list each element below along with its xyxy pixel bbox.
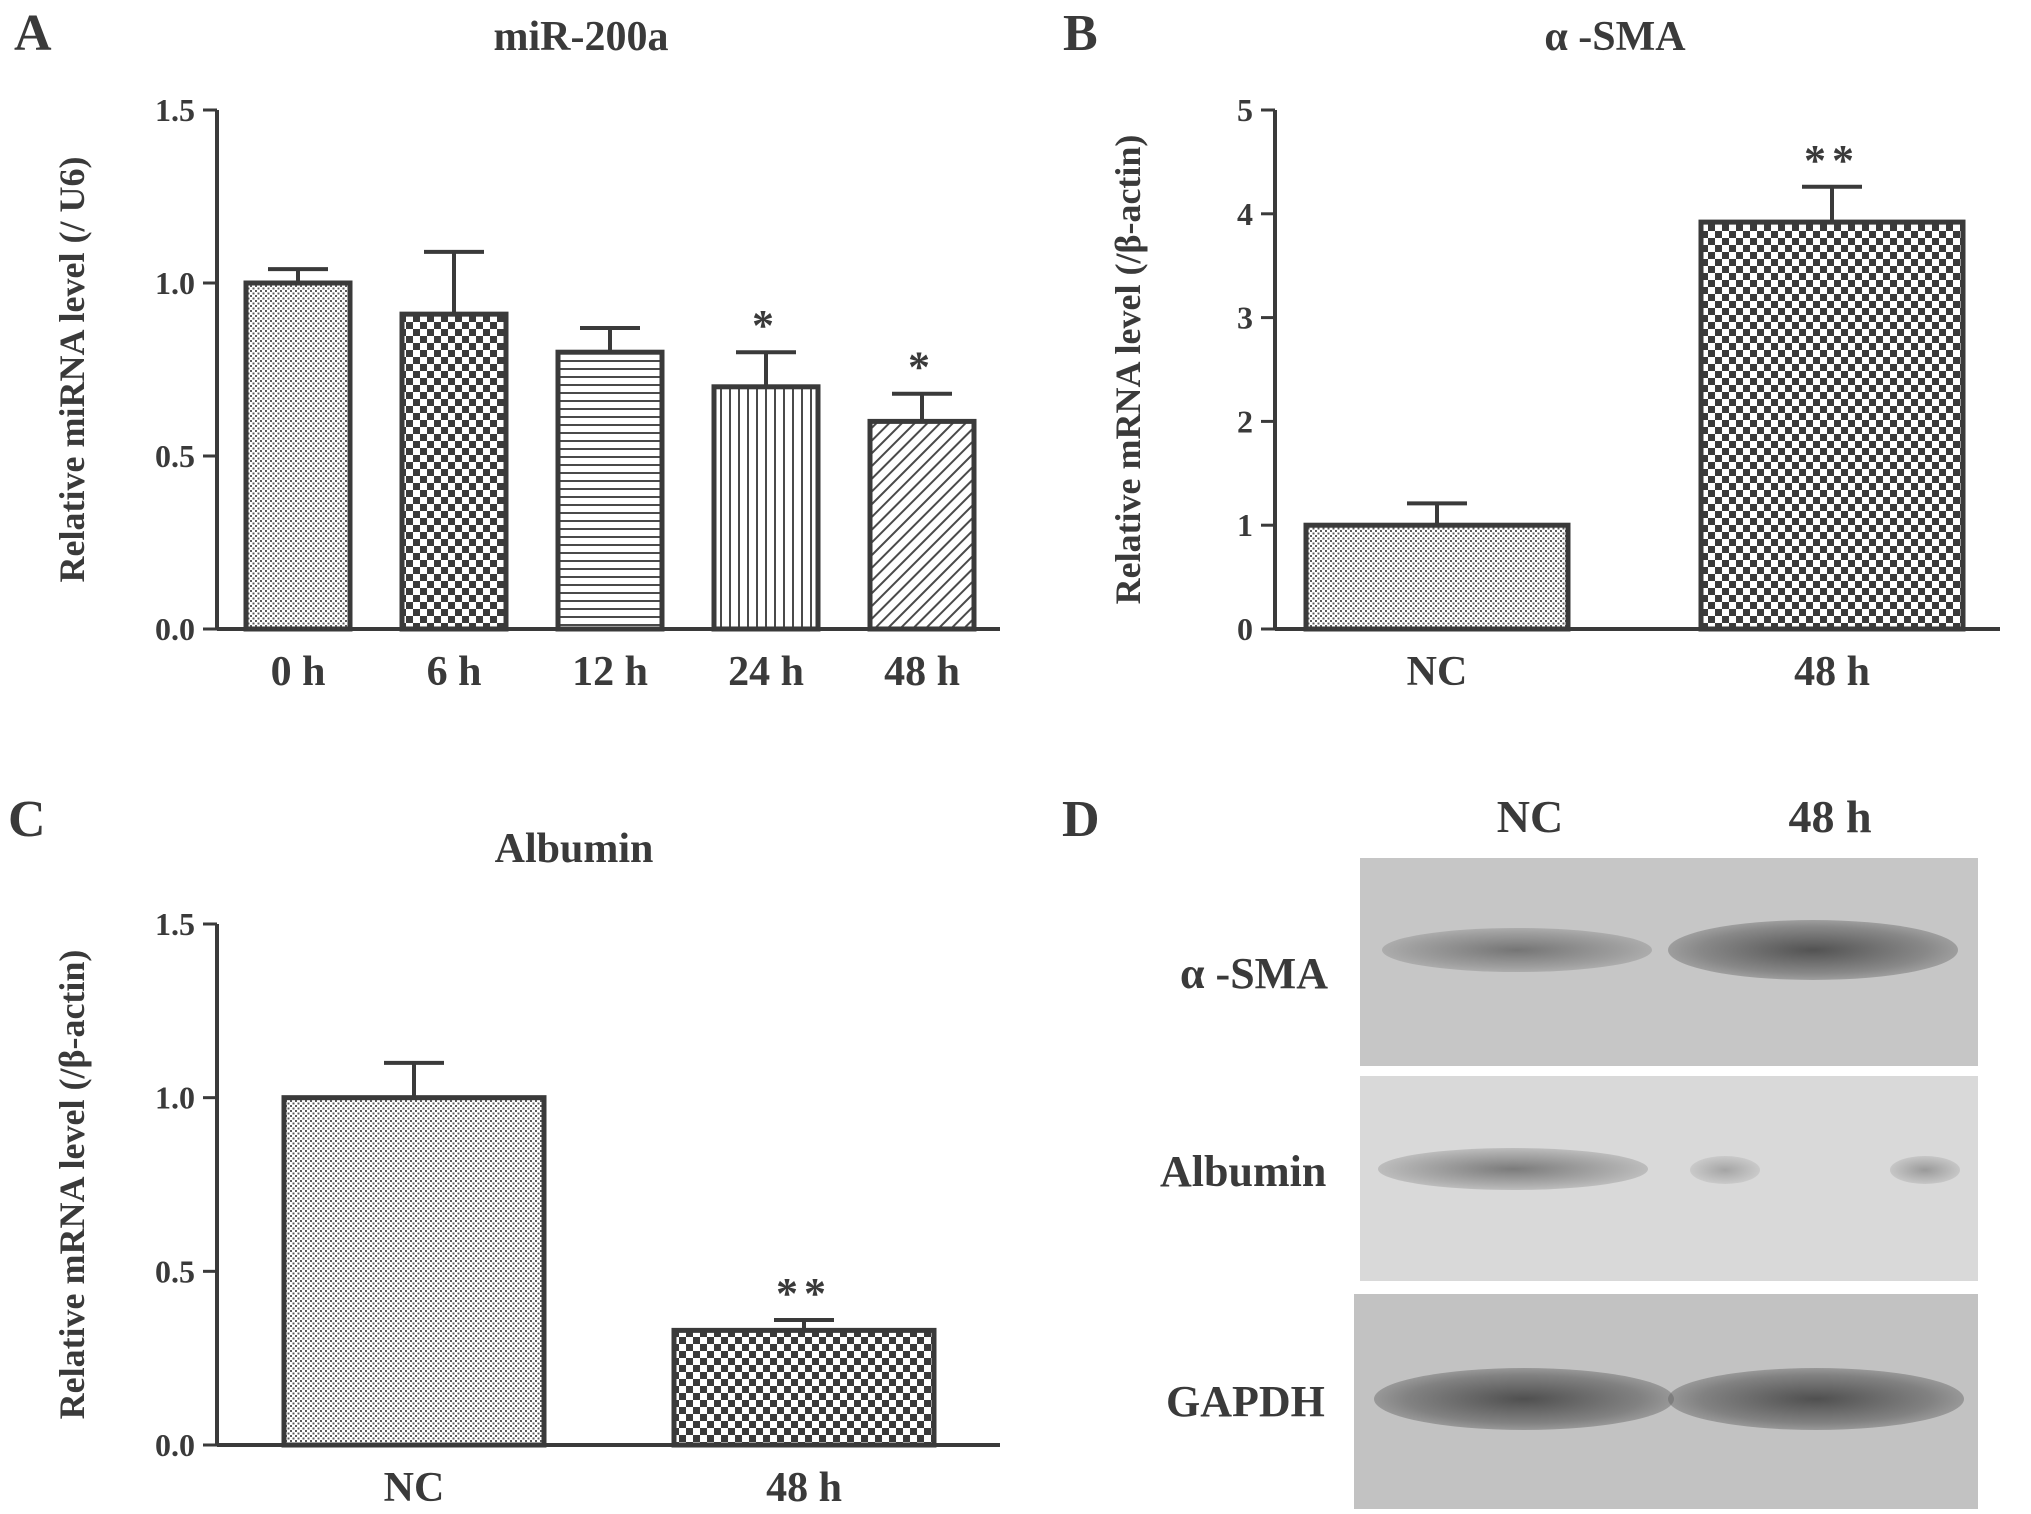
band-gapdh-48h <box>1668 1368 1964 1430</box>
band-asma-nc <box>1382 928 1652 972</box>
blot-row-label-asma: α -SMA <box>1180 949 1328 998</box>
chart-c-ytick-label: 1.5 <box>155 906 195 942</box>
chart-a-title: miR-200a <box>494 14 669 60</box>
panel-letter-c: C <box>8 791 46 848</box>
chart-b-ytick-label: 3 <box>1237 300 1253 336</box>
band-albumin-48h-b <box>1890 1156 1960 1184</box>
chart-a-bar <box>555 349 665 632</box>
chart-c-ytick-label: 0.0 <box>155 1427 195 1463</box>
chart-b-category-label: 48 h <box>1794 649 1870 695</box>
chart-c-title: Albumin <box>495 826 654 872</box>
band-gapdh-nc <box>1374 1368 1674 1430</box>
chart-b-significance: ** <box>1804 136 1860 185</box>
blot-row-label-gapdh: GAPDH <box>1166 1377 1325 1426</box>
blot-strip-asma <box>1360 858 1978 1066</box>
chart-a-ylabel: Relative miRNA level (/ U6) <box>52 157 92 583</box>
panel-letter-a: A <box>14 5 52 62</box>
chart-b-category-label: NC <box>1407 649 1468 695</box>
chart-a-bar <box>711 384 821 632</box>
band-asma-48h <box>1668 920 1958 980</box>
chart-a-bar <box>867 418 977 632</box>
chart-a-bar <box>243 280 353 632</box>
chart-c-category-label: NC <box>384 1465 445 1511</box>
blot-column-48h: 48 h <box>1788 791 1872 842</box>
band-albumin-48h-a <box>1690 1156 1760 1184</box>
chart-a-category-label: 0 h <box>271 649 326 695</box>
chart-a-ytick-label: 0.0 <box>155 611 195 647</box>
panel-letter-b: B <box>1063 5 1098 62</box>
chart-b-bar <box>1303 522 1571 632</box>
blot-strip-gapdh <box>1354 1294 1978 1509</box>
chart-c-category-label: 48 h <box>766 1465 842 1511</box>
chart-b-bar <box>1698 219 1966 632</box>
chart-a-significance: * <box>752 301 780 350</box>
chart-c-significance: ** <box>776 1269 832 1318</box>
chart-a-ytick-label: 0.5 <box>155 438 195 474</box>
chart-a: miR-200a Relative miRNA level (/ U6) 0.0 0.… <box>52 14 1000 695</box>
chart-b-ytick-label: 2 <box>1237 403 1253 439</box>
blot-column-nc: NC <box>1496 791 1564 842</box>
chart-a-ytick-label: 1.5 <box>155 92 195 128</box>
chart-c-ytick-label: 0.5 <box>155 1253 195 1289</box>
chart-c-bar <box>281 1095 547 1448</box>
chart-a-category-label: 24 h <box>728 649 804 695</box>
chart-b-title: α -SMA <box>1544 14 1686 60</box>
chart-a-category-label: 12 h <box>572 649 648 695</box>
band-albumin-nc <box>1378 1148 1648 1190</box>
panel-letter-d: D <box>1062 791 1100 848</box>
chart-a-bar <box>399 311 509 632</box>
blot-strip-albumin <box>1360 1076 1978 1281</box>
chart-c: Albumin Relative mRNA level (/β-actin) 0.0… <box>52 826 1000 1511</box>
chart-a-category-label: 48 h <box>884 649 960 695</box>
chart-b-ytick-label: 0 <box>1237 611 1253 647</box>
blot-row-label-albumin: Albumin <box>1160 1147 1327 1196</box>
chart-c-ylabel: Relative mRNA level (/β-actin) <box>52 950 92 1420</box>
chart-c-bar <box>671 1327 937 1448</box>
chart-c-ytick-label: 1.0 <box>155 1080 195 1116</box>
chart-b-ytick-label: 4 <box>1237 196 1253 232</box>
chart-b: α -SMA Relative mRNA level (/β-actin) 0 1 2 3… <box>1108 14 2000 695</box>
chart-a-ytick-label: 1.0 <box>155 265 195 301</box>
chart-a-significance: * <box>908 343 936 392</box>
chart-b-ytick-label: 5 <box>1237 92 1253 128</box>
chart-b-ytick-label: 1 <box>1237 507 1253 543</box>
chart-b-ylabel: Relative mRNA level (/β-actin) <box>1108 135 1148 605</box>
chart-a-category-label: 6 h <box>427 649 482 695</box>
